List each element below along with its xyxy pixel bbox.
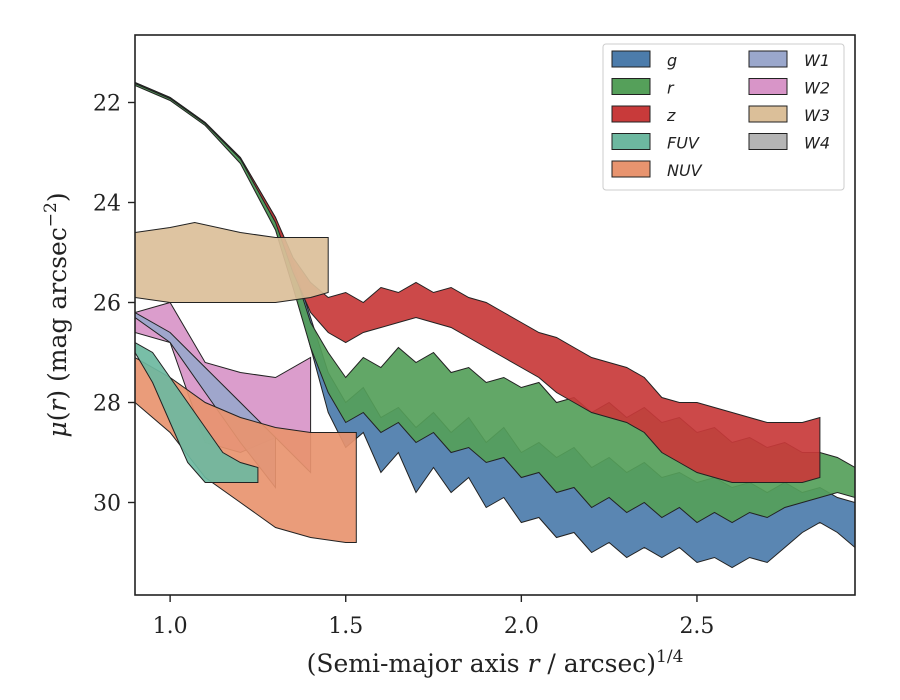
plot-frame	[134, 34, 856, 596]
x-tick-label: 2.0	[504, 614, 539, 639]
legend-label-W3: W3	[804, 106, 830, 125]
legend-swatch-r	[611, 78, 651, 95]
y-tick-label: 24	[93, 192, 121, 217]
y-tick-label: 22	[93, 92, 121, 117]
legend-label-g: g	[667, 51, 677, 70]
legend-swatch-z	[611, 105, 651, 123]
legend-label-NUV: NUV	[667, 161, 703, 180]
legend-swatch-NUV	[611, 160, 651, 178]
legend-swatch-g	[611, 50, 651, 68]
y-axis-title: μ(r) (mag arcsec−2)	[41, 192, 72, 437]
legend-swatch-W2	[748, 78, 788, 95]
axis-ticks: 1.0 1.5 2.0 2.5 22 24 26 28 30	[93, 92, 714, 640]
legend-label-z: z	[666, 106, 676, 125]
band-z	[135, 81, 821, 483]
legend-label-W2: W2	[804, 79, 830, 98]
legend-swatch-FUV	[611, 133, 651, 150]
x-tick-label: 1.5	[328, 614, 363, 639]
legend-swatch-W1	[748, 50, 788, 68]
x-tick-label: 1.0	[153, 614, 188, 639]
legend-label-W4: W4	[804, 134, 830, 153]
y-tick-label: 30	[93, 492, 121, 517]
x-tick-label: 2.5	[679, 614, 714, 639]
legend-swatch-W4	[748, 133, 788, 150]
legend-swatch-W3	[748, 105, 788, 123]
bands-layer	[135, 81, 855, 569]
y-tick-label: 26	[93, 292, 121, 317]
legend-label-FUV: FUV	[667, 134, 700, 153]
y-tick-label: 28	[93, 392, 121, 417]
band-W3	[135, 221, 329, 303]
legend-label-r: r	[667, 79, 675, 98]
legend: grz FUV NUV W1 W2 W3 W4	[602, 43, 845, 191]
axes-box	[134, 34, 856, 596]
x-axis-title: (Semi-major axis r / arcsec)1/4	[307, 647, 684, 678]
band-FUV	[135, 341, 259, 483]
legend-label-W1: W1	[804, 51, 830, 70]
